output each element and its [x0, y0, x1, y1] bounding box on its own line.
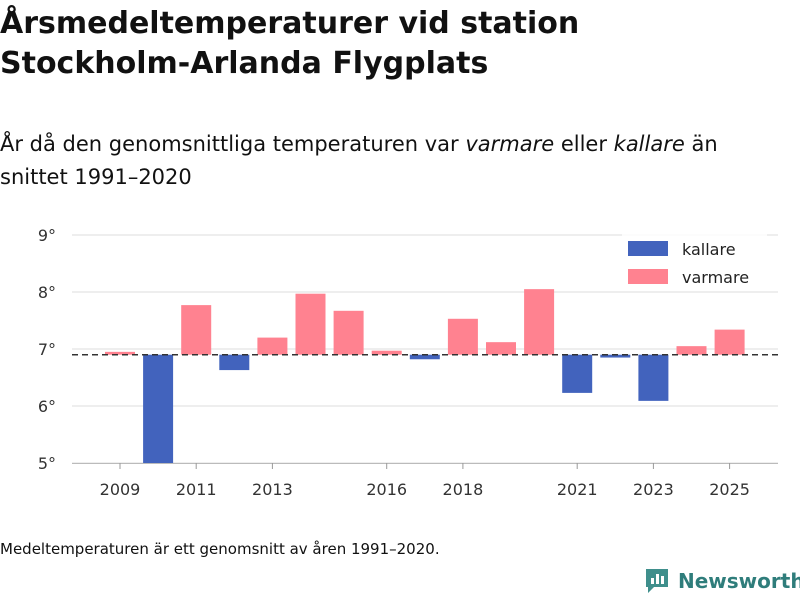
- bar-2022: [600, 354, 631, 358]
- subtitle-warmer-word: varmare: [465, 132, 555, 156]
- bar-2018: [447, 318, 478, 355]
- y-tick-label: 6°: [38, 397, 56, 416]
- y-tick-label: 7°: [38, 340, 56, 359]
- y-tick-label: 5°: [38, 454, 56, 473]
- x-tick-label: 2013: [252, 480, 293, 499]
- x-tick-label: 2018: [443, 480, 484, 499]
- legend-swatch-varmare: [628, 269, 668, 284]
- bar-2013: [257, 337, 288, 355]
- subtitle-text-1: År då den genomsnittliga temperaturen va…: [0, 132, 466, 156]
- x-tick-label: 2009: [100, 480, 141, 499]
- bar-2019: [486, 342, 516, 355]
- axis-layer: 5° 6° 7° 8° 9° 2009 2011 2013 2016 2018 2021 2023 20…: [38, 226, 778, 499]
- bar-2009: [105, 351, 135, 355]
- subtitle-text-3: än snittet 1991–2020: [0, 132, 718, 189]
- bar-2025: [714, 329, 745, 355]
- brand-name: Newsworthy: [678, 569, 800, 593]
- x-tick-label: 2025: [709, 480, 750, 499]
- bar-2015: [333, 310, 364, 355]
- bar-2010: [143, 354, 174, 463]
- x-tick-label: 2016: [366, 480, 407, 499]
- footnote: Medeltemperaturen är ett genomsnitt av å…: [0, 540, 440, 558]
- y-tick-label: 8°: [38, 283, 56, 302]
- bar-2012: [219, 354, 250, 371]
- chart-title: Årsmedeltemperaturer vid station Stockhol…: [0, 4, 780, 84]
- subtitle-colder-word: kallare: [613, 132, 685, 156]
- x-tick-label: 2023: [633, 480, 674, 499]
- bar-2023: [638, 354, 669, 401]
- bar-layer: [105, 289, 745, 463]
- legend-label-kallare: kallare: [682, 240, 736, 259]
- y-tick-label: 9°: [38, 226, 56, 245]
- title-line-1: Årsmedeltemperaturer vid station: [0, 6, 580, 41]
- bar-2011: [181, 305, 212, 355]
- newsworthy-logo-icon: [646, 569, 668, 593]
- brand-logo: Newsworthy: [644, 567, 800, 595]
- bar-2014: [295, 293, 326, 355]
- x-tick-label: 2011: [176, 480, 217, 499]
- chart-subtitle: År då den genomsnittliga temperaturen va…: [0, 128, 790, 194]
- x-tick-label: 2021: [557, 480, 598, 499]
- legend: kallare varmare: [622, 233, 767, 291]
- bar-2021: [562, 354, 593, 393]
- bar-2024: [676, 346, 707, 355]
- bar-2017: [409, 354, 440, 360]
- legend-swatch-kallare: [628, 241, 668, 256]
- bar-2016: [371, 350, 402, 355]
- bar-2020: [524, 289, 555, 355]
- subtitle-text-2: eller: [554, 132, 614, 156]
- bar-chart: 5° 6° 7° 8° 9° 2009 2011 2013 2016 2018 2021 2023 20…: [38, 226, 778, 499]
- legend-label-varmare: varmare: [682, 268, 749, 287]
- title-line-2: Stockholm-Arlanda Flygplats: [0, 46, 489, 81]
